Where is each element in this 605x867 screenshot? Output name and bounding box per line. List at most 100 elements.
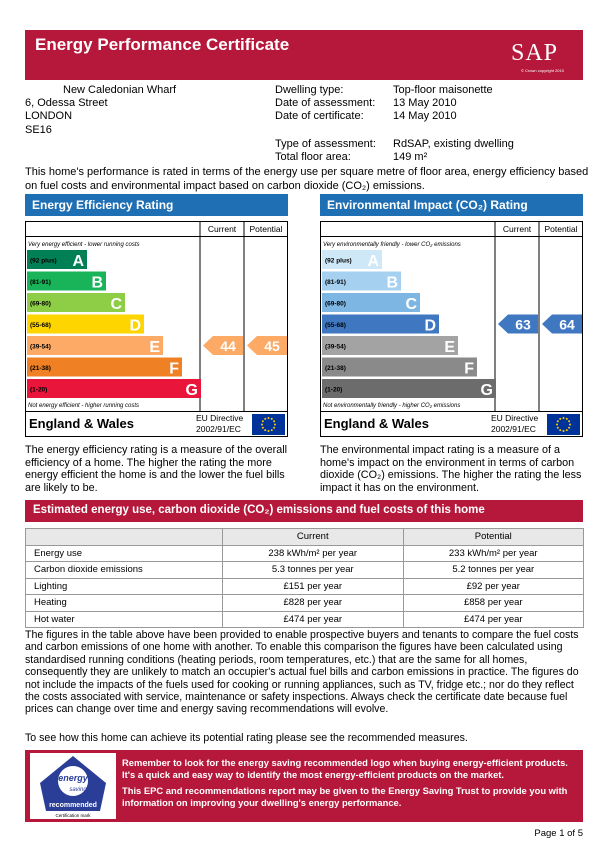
- band-range: (21-38): [325, 365, 346, 372]
- body-text: The figures in the table above have been…: [25, 629, 579, 716]
- flag-star: [556, 426, 559, 429]
- region: England & Wales: [29, 416, 134, 431]
- band-range: (39-54): [325, 344, 346, 351]
- table-row: Heating £828 per year £858 per year: [25, 594, 584, 612]
- flag-star: [565, 417, 568, 420]
- header-row: Current Potential: [25, 528, 584, 546]
- flag-star: [568, 426, 571, 429]
- directive: EU Directive: [491, 413, 539, 423]
- table-cell: £828 per year: [222, 594, 404, 612]
- band: [322, 293, 420, 312]
- band-letter: A: [367, 253, 379, 270]
- bottom-note: Not energy efficient - higher running co…: [28, 403, 139, 409]
- top-note: Very energy efficient - lower running co…: [28, 242, 140, 248]
- rating-chart: Current Potential Very energy efficient - …: [25, 221, 288, 437]
- table-row: Energy use 238 kWh/m² per year 233 kWh/m² …: [25, 544, 584, 562]
- rating-arrow: [203, 336, 243, 355]
- flag-star: [264, 417, 267, 420]
- band: [322, 250, 382, 269]
- costs-bar: Estimated energy use, carbon dioxide (CO…: [25, 500, 583, 522]
- address-line: 6, Odessa Street: [25, 97, 108, 109]
- est-logo: energy saving recommended Certification …: [40, 756, 106, 818]
- detail-label: Type of assessment:: [275, 138, 376, 150]
- flag-star: [261, 420, 264, 423]
- chart-frame: [25, 221, 288, 437]
- band-range: (92 plus): [30, 258, 57, 265]
- table-cell: 233 kWh/m² per year: [402, 544, 584, 562]
- table-cell: Hot water: [25, 610, 223, 628]
- flag-star: [261, 426, 264, 429]
- band-range: (21-38): [30, 365, 51, 372]
- table-cell: 5.3 tonnes per year: [222, 561, 404, 579]
- rating-value: 44: [220, 338, 236, 354]
- band-letter: E: [444, 339, 455, 356]
- band-letter: D: [129, 318, 141, 335]
- detail-value: 13 May 2010: [393, 97, 457, 109]
- table-cell: £474 per year: [402, 610, 584, 628]
- band: [322, 357, 477, 377]
- band-letter: D: [424, 318, 436, 335]
- detail-label: Total floor area:: [275, 151, 351, 163]
- band: [322, 379, 496, 398]
- eu-flag: [547, 414, 580, 435]
- band: [27, 271, 106, 291]
- column-header: Potential: [249, 224, 282, 234]
- band-letter: C: [110, 296, 122, 313]
- address-line: LONDON: [25, 110, 73, 122]
- panel-description: The energy efficiency rating is a measur…: [25, 444, 288, 494]
- panel-description: The environmental impact rating is a mea…: [320, 444, 582, 494]
- table-cell: £474 per year: [222, 610, 404, 628]
- band-letter: F: [169, 361, 179, 378]
- detail-value: Top-floor maisonette: [393, 84, 493, 96]
- logo-box: energy saving recommended Certification …: [30, 753, 116, 819]
- header-cell: Potential: [402, 528, 584, 546]
- band: [27, 250, 87, 269]
- logo-circle: [58, 766, 88, 796]
- flag-star: [267, 430, 270, 432]
- band-range: (39-54): [30, 344, 51, 351]
- panel-bar: Environmental Impact (CO₂) Rating: [320, 194, 583, 216]
- band: [322, 271, 401, 291]
- band-letter: B: [91, 275, 103, 292]
- logo-word: energy: [58, 773, 89, 783]
- rating-value: 64: [559, 317, 575, 333]
- panel-bar: Energy Efficiency Rating: [25, 194, 288, 216]
- flag-star: [267, 417, 270, 419]
- band-range: (81-91): [30, 279, 51, 286]
- intro: This home's performance is rated in term…: [25, 166, 589, 192]
- flag-star: [556, 420, 559, 423]
- logo-word: recommended: [49, 802, 97, 809]
- logo: SAP: [511, 40, 559, 66]
- flag-star: [565, 429, 568, 432]
- see-measures: To see how this home can achieve its pot…: [25, 732, 468, 744]
- detail-label: Date of assessment:: [275, 97, 376, 109]
- band-letter: G: [481, 382, 493, 399]
- directive: EU Directive: [196, 413, 244, 423]
- flag-star: [273, 426, 276, 429]
- table-row: Lighting £151 per year £92 per year: [25, 577, 584, 595]
- table-cell: 238 kWh/m² per year: [222, 544, 404, 562]
- address-line: New Caledonian Wharf: [63, 84, 177, 96]
- flag-star: [568, 420, 571, 423]
- rating-arrow: [542, 314, 582, 334]
- table-cell: 5.2 tonnes per year: [402, 561, 584, 579]
- band-range: (55-68): [30, 322, 51, 329]
- table-row: Carbon dioxide emissions 5.3 tonnes per y…: [25, 561, 584, 579]
- column-header: Potential: [544, 224, 577, 234]
- band: [27, 379, 201, 398]
- rating-arrow: [498, 314, 538, 334]
- column-header: Current: [503, 224, 532, 234]
- band-range: (69-80): [30, 301, 51, 308]
- rating-chart: Current Potential Very environmentally fri…: [320, 221, 583, 437]
- costs-table: Current Potential Energy use 238 kWh/m² per…: [25, 528, 584, 628]
- detail-value: 14 May 2010: [393, 110, 457, 122]
- logo-note: © Crown copyright 2010: [521, 68, 564, 73]
- panel-title: Energy Efficiency Rating: [32, 198, 174, 212]
- band-range: (92 plus): [325, 258, 352, 265]
- band-letter: A: [72, 253, 84, 270]
- flag-star: [556, 423, 558, 426]
- flag-star: [559, 417, 562, 420]
- flag-star: [562, 430, 565, 432]
- title: Energy Performance Certificate: [35, 35, 290, 54]
- rating-arrow: [247, 336, 287, 355]
